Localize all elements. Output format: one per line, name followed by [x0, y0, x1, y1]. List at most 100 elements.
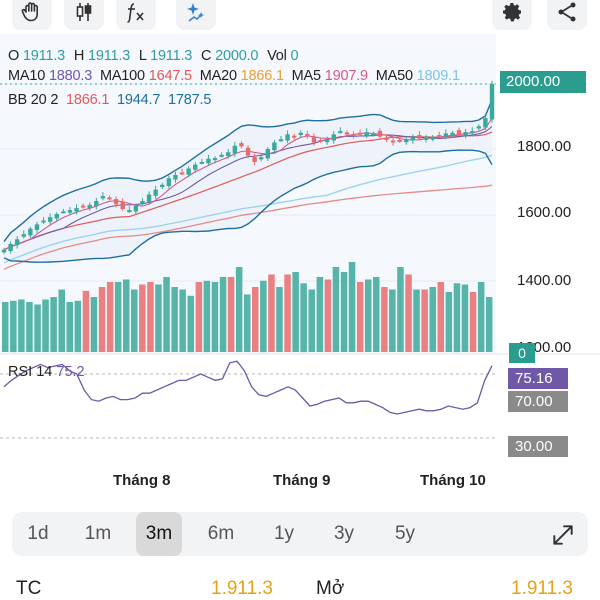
- settings-icon[interactable]: [492, 0, 532, 30]
- candle-body: [199, 162, 205, 164]
- range-3m[interactable]: 3m: [136, 512, 182, 556]
- y-tick-1400: 1400.00: [517, 272, 572, 289]
- candle-body: [206, 158, 211, 164]
- candle-body: [80, 205, 86, 208]
- volume-bar: [260, 280, 267, 353]
- volume-bar: [348, 262, 356, 352]
- volume-bar: [381, 287, 388, 352]
- volume-bar: [98, 287, 106, 352]
- y-tick-1600: 1600.00: [517, 204, 572, 221]
- volume-bar: [284, 274, 291, 352]
- candle-body: [8, 243, 13, 252]
- ohlc-legend: O 1911.3 H 1911.3 L 1911.3 C 2000.0 Vol …: [8, 48, 303, 64]
- candle-body: [324, 139, 330, 143]
- month-label-sep: Tháng 9: [273, 472, 331, 489]
- volume-bar: [469, 292, 477, 352]
- candle-body: [133, 205, 139, 212]
- volume-bar: [332, 267, 340, 352]
- close-label: C: [201, 48, 212, 64]
- volume-bar: [477, 282, 485, 352]
- price-chart[interactable]: O 1911.3 H 1911.3 L 1911.3 C 2000.0 Vol …: [0, 34, 600, 489]
- candle-body: [430, 137, 435, 140]
- candle-body: [377, 130, 383, 137]
- volume-bar: [187, 295, 194, 353]
- candle-body: [54, 214, 59, 219]
- volume-bar: [292, 272, 299, 352]
- volume-bar: [219, 277, 227, 352]
- candle-body: [437, 135, 442, 138]
- ma5-label: MA5: [291, 68, 321, 84]
- candle-body: [186, 168, 191, 175]
- volume-bar: [405, 274, 412, 352]
- candle-body: [272, 142, 277, 151]
- month-label-oct: Tháng 10: [420, 472, 486, 489]
- candlestick-icon[interactable]: [64, 0, 104, 30]
- candle-body: [265, 149, 270, 159]
- volume-bar: [42, 299, 49, 352]
- candle-body: [113, 199, 119, 205]
- volume-bar: [413, 289, 420, 352]
- month-label-aug: Tháng 8: [113, 472, 171, 489]
- hand-icon[interactable]: [12, 0, 52, 30]
- candle-body: [146, 194, 152, 203]
- expand-icon[interactable]: [550, 522, 576, 548]
- rsi-level-70-tag: 70.00: [508, 391, 568, 412]
- volume-bar: [18, 299, 25, 352]
- ma10-value: 1880.3: [48, 68, 93, 84]
- candle-body: [1, 249, 7, 253]
- range-1m[interactable]: 1m: [84, 523, 112, 544]
- ma-legend: MA10 1880.3 MA100 1647.5 MA20 1866.1 MA5…: [8, 68, 460, 84]
- volume-bar: [2, 302, 9, 352]
- volume-bar: [211, 282, 219, 352]
- ma50-label: MA50: [375, 68, 413, 84]
- candle-body: [357, 132, 363, 135]
- volume-bar: [429, 287, 436, 352]
- candle-body: [127, 210, 132, 213]
- candle-body: [476, 126, 482, 129]
- stat-tc-value: 1.911.3: [211, 578, 273, 600]
- range-1y[interactable]: 1y: [273, 523, 295, 544]
- candle-body: [21, 234, 26, 237]
- volume-bar: [10, 300, 17, 353]
- candle-body: [278, 139, 284, 142]
- high-label: H: [73, 48, 85, 64]
- sparkle-icon[interactable]: [176, 0, 216, 30]
- last-price-tag: 2000.00: [500, 71, 586, 93]
- range-6m[interactable]: 6m: [207, 523, 235, 544]
- candle-body: [404, 139, 409, 143]
- candle-body: [298, 132, 303, 136]
- rsi-pane-bg: [0, 354, 496, 454]
- close-value: 2000.0: [215, 48, 259, 64]
- candle-body: [107, 197, 112, 200]
- candle-body: [179, 172, 185, 175]
- range-3y[interactable]: 3y: [333, 523, 355, 544]
- chart-canvas[interactable]: [0, 34, 600, 464]
- candle-body: [28, 228, 33, 236]
- volume-bar: [34, 304, 41, 352]
- high-value: 1911.3: [87, 48, 131, 64]
- function-icon[interactable]: [116, 0, 156, 30]
- volume-bar: [74, 300, 82, 353]
- candle-body: [232, 145, 238, 154]
- volume-bar: [66, 302, 73, 352]
- volume-bar: [421, 289, 428, 352]
- range-1d[interactable]: 1d: [27, 523, 49, 544]
- candle-body: [417, 135, 422, 139]
- candle-body: [423, 136, 429, 140]
- rsi-value: 75.2: [56, 364, 85, 380]
- volume-bar: [50, 297, 57, 352]
- candle-body: [212, 158, 218, 161]
- volume-bar: [397, 267, 404, 352]
- volume-bar: [324, 279, 332, 352]
- share-icon[interactable]: [547, 0, 587, 30]
- volume-bar: [244, 294, 251, 352]
- candle-body: [173, 175, 178, 180]
- candle-body: [291, 135, 297, 138]
- ma50-line: [3, 154, 493, 264]
- rsi-label: RSI 14: [8, 364, 53, 380]
- candle-body: [61, 211, 66, 214]
- low-value: 1911.3: [150, 48, 193, 64]
- volume-bar: [26, 302, 33, 352]
- range-5y[interactable]: 5y: [394, 523, 416, 544]
- volume-bar: [268, 274, 275, 352]
